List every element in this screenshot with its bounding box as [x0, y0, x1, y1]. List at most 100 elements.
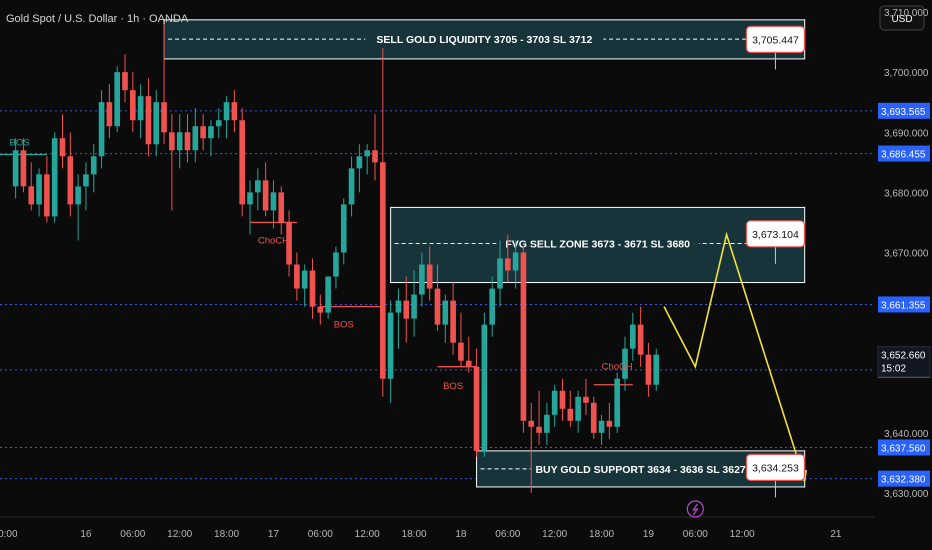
x-tick-label: 12:00 — [730, 529, 755, 540]
callout-box — [745, 453, 806, 481]
lightning-icon — [686, 500, 704, 518]
candle-body — [262, 180, 269, 211]
candle-body — [98, 102, 105, 157]
candle-body — [145, 96, 152, 145]
candle-body — [106, 102, 113, 127]
candle-body — [28, 186, 35, 205]
candle-body — [153, 102, 160, 145]
zone-label: SELL GOLD LIQUIDITY 3705 - 3703 SL 3712 — [376, 34, 592, 46]
x-tick-label: 12:00 — [542, 529, 567, 540]
candle-body — [411, 294, 417, 319]
level-tag — [878, 470, 930, 487]
candle-body — [465, 360, 472, 367]
candle-body — [458, 342, 464, 361]
x-tick-label: 18:00 — [402, 529, 427, 540]
candle-body — [20, 150, 27, 187]
zone-label: BUY GOLD SUPPORT 3634 - 3636 SL 3627 — [535, 464, 745, 476]
candle-body — [372, 150, 378, 163]
candle-body — [231, 102, 238, 121]
candle-body — [536, 426, 542, 433]
candle-body — [75, 186, 81, 205]
level-tag-label: 3,661.355 — [881, 300, 926, 311]
candle-body — [247, 192, 253, 205]
callout-label: 3,673.104 — [752, 229, 799, 241]
x-tick-label: 16 — [80, 529, 92, 540]
x-tick-label: 06:00 — [308, 529, 333, 540]
candle-body — [192, 126, 199, 151]
x-tick-label: 06:00 — [495, 529, 520, 540]
candle-body — [208, 126, 214, 139]
candle-body — [90, 156, 97, 175]
candle-body — [645, 354, 652, 385]
countdown-label: 15:02 — [881, 364, 906, 375]
candle-body — [130, 90, 136, 121]
candle-body — [637, 324, 644, 355]
price-axis-panel — [875, 0, 932, 550]
x-tick-label: 0:00 — [0, 529, 18, 540]
candle-body — [161, 102, 167, 133]
candle-body — [419, 264, 425, 295]
x-tick-label: 21 — [830, 529, 842, 540]
candle-body — [395, 300, 402, 313]
structure-label: ChoCH — [602, 362, 633, 373]
candle-body — [622, 348, 628, 379]
x-tick-label: 12:00 — [355, 529, 380, 540]
candle-body — [653, 354, 660, 385]
candle-body — [137, 96, 144, 121]
candle-body — [598, 420, 605, 433]
callout-label: 3,705.447 — [752, 34, 799, 46]
candle-body — [83, 174, 89, 187]
candle-body — [223, 102, 230, 121]
candle-body — [325, 276, 331, 313]
x-tick-label: 06:00 — [120, 529, 145, 540]
zone-label: FVG SELL ZONE 3673 - 3671 SL 3680 — [505, 238, 690, 250]
current-price-label: 3,652.660 — [881, 351, 926, 362]
y-tick-label: 3,690.000 — [884, 128, 929, 139]
candle-body — [380, 162, 386, 379]
level-tag-label: 3,632.380 — [881, 475, 926, 486]
candle-body — [184, 132, 191, 151]
candle-body — [333, 252, 339, 277]
candle-body — [12, 150, 19, 187]
lightning-bolt-icon — [691, 503, 699, 516]
candle-body — [489, 288, 495, 325]
callout-box — [745, 220, 806, 248]
candle-body — [551, 390, 558, 415]
candle-body — [497, 258, 503, 289]
level-tag-label: 3,637.560 — [881, 444, 926, 455]
candle-body — [559, 390, 566, 409]
candle-body — [51, 138, 58, 217]
level-tag-label: 3,693.565 — [881, 107, 926, 118]
zone-label-bg — [530, 461, 751, 476]
current-price-tag — [877, 346, 931, 378]
candle-body — [301, 270, 308, 289]
candle-body — [442, 300, 449, 325]
x-tick-label: 18:00 — [589, 529, 614, 540]
level-tag — [878, 296, 930, 313]
y-tick-label: 3,630.000 — [884, 489, 929, 500]
y-tick-label: 3,700.000 — [884, 68, 929, 79]
candle-body — [481, 324, 488, 451]
candle-body — [520, 252, 527, 421]
zone-box — [163, 19, 806, 60]
candle-body — [255, 180, 261, 193]
candle-body — [583, 396, 589, 403]
candle-body — [630, 324, 636, 349]
candle-body — [512, 252, 519, 271]
x-tick-label: 18:00 — [214, 529, 239, 540]
structure-label: ChoCH — [258, 235, 289, 246]
level-tag — [878, 439, 930, 456]
y-tick-label: 3,670.000 — [884, 248, 929, 259]
x-tick-label: 18 — [455, 529, 467, 540]
candle-body — [403, 300, 410, 319]
level-tag — [878, 145, 930, 162]
candle-body — [356, 156, 363, 169]
candle-body — [505, 258, 511, 271]
projection-path — [663, 231, 806, 482]
zone-label-bg — [496, 236, 700, 251]
candle-body — [176, 132, 183, 151]
candle-body — [450, 300, 456, 343]
level-tag — [878, 102, 930, 119]
candle-body — [473, 366, 480, 451]
